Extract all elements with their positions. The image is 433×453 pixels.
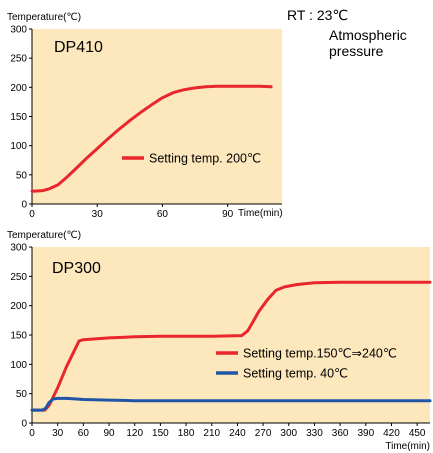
x-tick-label: 30	[92, 209, 104, 220]
y-tick-label: 300	[10, 243, 27, 254]
x-tick-label: 450	[409, 428, 426, 439]
y-tick-label: 100	[10, 141, 27, 152]
pressure-note-line2: pressure	[329, 43, 384, 59]
legend-label: Setting temp. 40℃	[243, 367, 348, 381]
x-tick-label: 180	[178, 428, 195, 439]
y-tick-label: 300	[10, 25, 27, 36]
x-tick-label: 0	[29, 209, 35, 220]
x-axis-label-dp300: Time(min)	[385, 441, 430, 452]
y-tick-label: 0	[21, 200, 27, 211]
y-tick-label: 200	[10, 83, 27, 94]
y-tick-label: 50	[16, 389, 28, 400]
y-tick-label: 0	[21, 419, 27, 430]
plot-area-dp410	[32, 29, 282, 204]
x-tick-label: 300	[280, 428, 297, 439]
x-tick-label: 0	[29, 428, 35, 439]
y-tick-label: 150	[10, 112, 27, 123]
legend-label: Setting temp. 200℃	[149, 152, 261, 166]
series-line-red	[30, 84, 273, 193]
x-tick-label: 270	[255, 428, 272, 439]
x-tick-label: 30	[52, 428, 64, 439]
chart-dp410: Temperature(℃) DP410 Time(min) 0 50 100 150…	[7, 12, 283, 220]
x-tick-label: 60	[78, 428, 90, 439]
x-tick-label: 360	[332, 428, 349, 439]
pressure-note-line1: Atmospheric	[329, 27, 407, 43]
x-tick-label: 210	[203, 428, 220, 439]
room-temperature-note: RT : 23℃	[287, 7, 348, 23]
y-tick-label: 100	[10, 360, 27, 371]
legend-label: Setting temp.150℃⇒240℃	[243, 347, 397, 361]
series-line-red	[30, 280, 432, 412]
y-axis-label-dp300: Temperature(℃)	[7, 230, 81, 241]
x-axis-label-dp410: Time(min)	[238, 208, 283, 219]
y-tick-label: 50	[16, 170, 28, 181]
y-tick-label: 200	[10, 301, 27, 312]
x-tick-label: 120	[126, 428, 143, 439]
conditions-note: RT : 23℃ Atmospheric pressure	[287, 7, 407, 59]
y-axis-label-dp410: Temperature(℃)	[7, 12, 81, 23]
x-tick-label: 90	[103, 428, 115, 439]
chart-dp300: Temperature(℃) DP300 Time(min) 0 50 100 150…	[7, 230, 432, 452]
x-tick-label: 90	[222, 209, 234, 220]
x-tick-label: 420	[383, 428, 400, 439]
series-line-blue	[30, 396, 432, 412]
y-tick-label: 150	[10, 331, 27, 342]
x-tick-label: 390	[357, 428, 374, 439]
x-tick-label: 150	[152, 428, 169, 439]
panel-title-dp300: DP300	[52, 260, 101, 277]
y-tick-label: 250	[10, 54, 27, 65]
panel-title-dp410: DP410	[54, 39, 103, 56]
y-tick-label: 250	[10, 272, 27, 283]
x-tick-label: 240	[229, 428, 246, 439]
x-tick-label: 60	[157, 209, 169, 220]
x-tick-label: 330	[306, 428, 323, 439]
